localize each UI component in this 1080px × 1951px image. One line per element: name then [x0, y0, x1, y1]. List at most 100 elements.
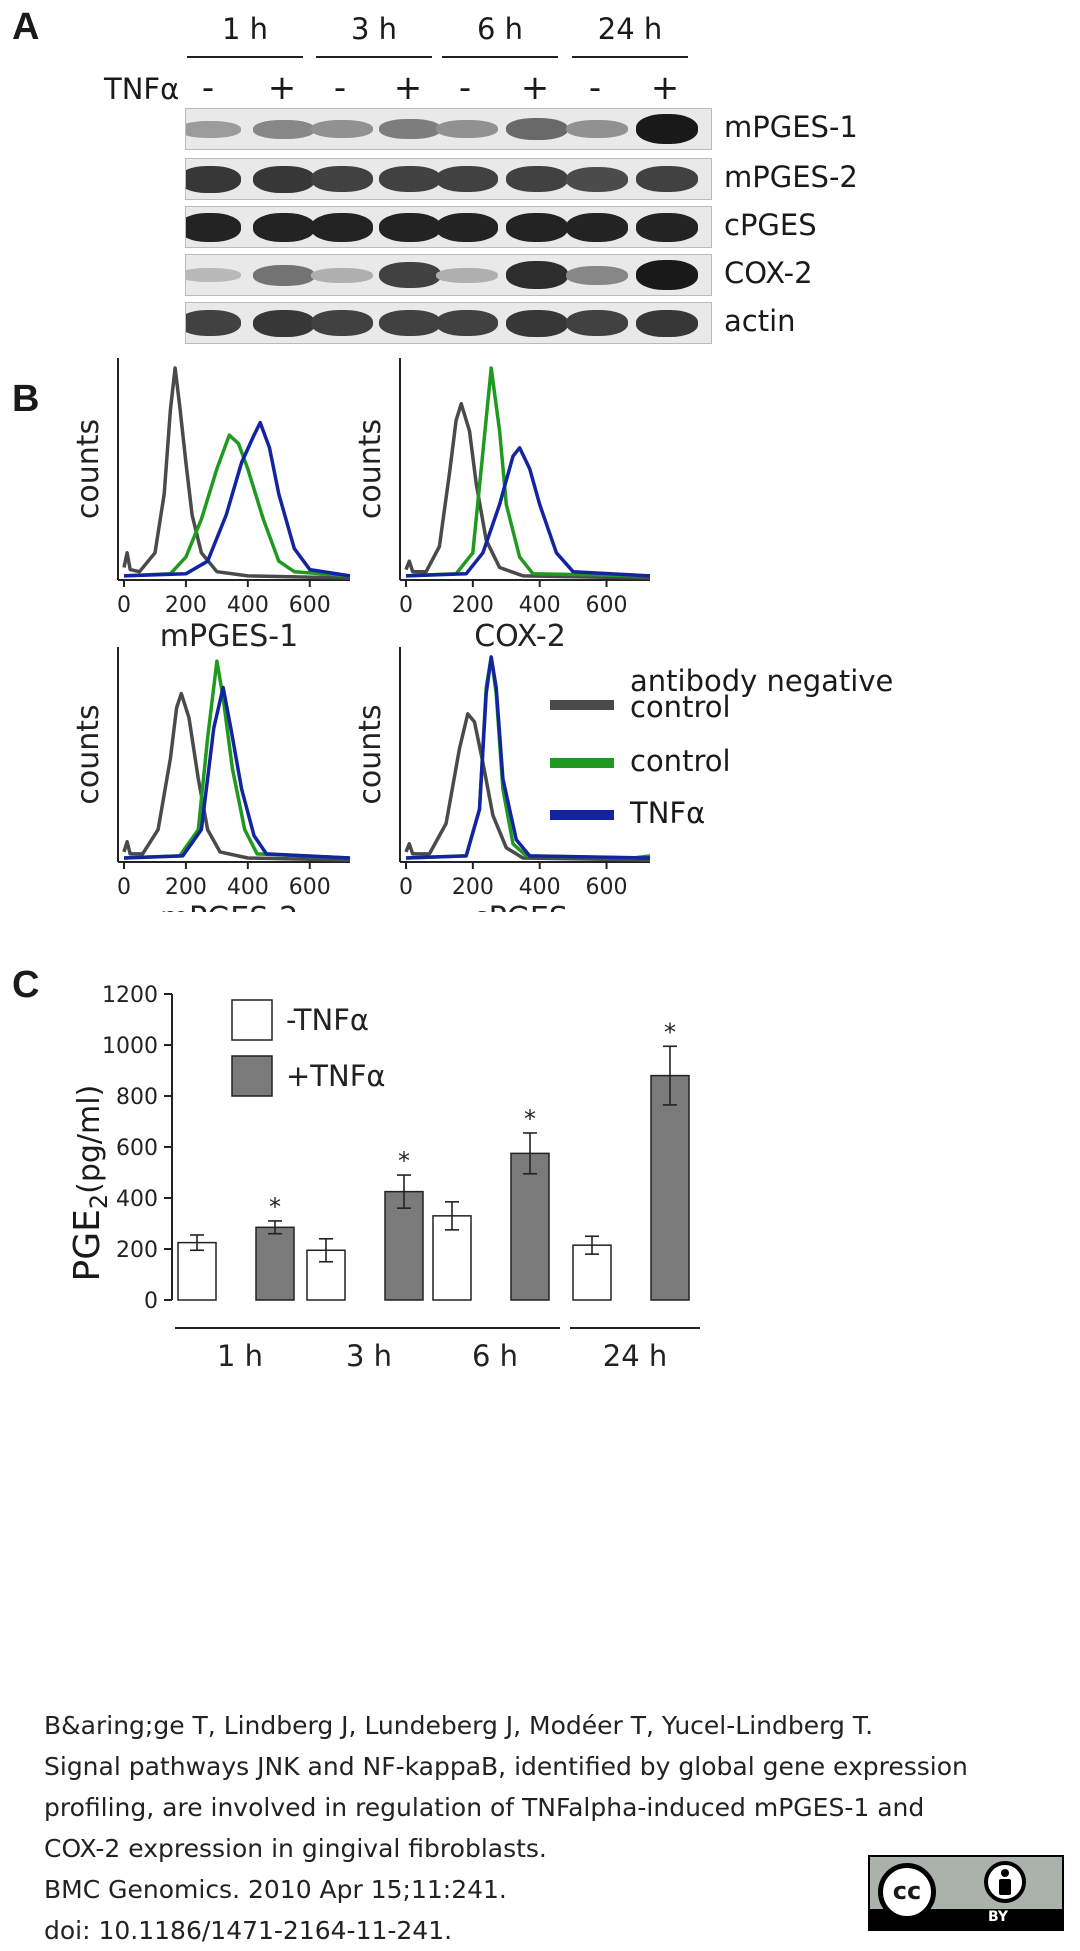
- histogram-series-line: [405, 366, 651, 578]
- blot-band: [566, 310, 628, 336]
- blot-band: [253, 309, 315, 337]
- bar-y-tick-label: 200: [116, 1238, 158, 1263]
- by-label: BY: [988, 1909, 1009, 1925]
- histogram-series-line: [123, 685, 351, 860]
- blot-strip: [185, 108, 712, 150]
- blot-strip: [185, 158, 712, 200]
- histogram-ylabel: counts: [353, 704, 388, 804]
- blot-band: [311, 212, 373, 242]
- blot-band: [436, 212, 498, 242]
- blot-band: [311, 310, 373, 336]
- citation-line-2: Signal pathways JNK and NF-kappaB, ident…: [44, 1752, 968, 1781]
- pge2-bar: [650, 1074, 690, 1301]
- treatment-sign: +: [650, 68, 680, 108]
- legend-swatch-control: [550, 758, 614, 768]
- blot-strip: [185, 206, 712, 248]
- pge2-axis-main: PGE: [66, 1209, 108, 1282]
- histogram-xlabel: mPGES-1: [160, 619, 298, 654]
- panel-a-letter: A: [12, 6, 40, 48]
- treatment-sign: +: [520, 68, 550, 108]
- blot-protein-label: mPGES-1: [724, 110, 858, 144]
- category-label: 1 h: [217, 1339, 263, 1373]
- bar-y-tick-label: 600: [116, 1136, 158, 1161]
- blot-protein-label: actin: [724, 304, 796, 338]
- x-tick-label: 400: [227, 593, 269, 618]
- treatment-sign: -: [588, 68, 602, 108]
- blot-band: [311, 166, 373, 192]
- blot-band: [636, 309, 698, 337]
- bar-y-tick-label: 400: [116, 1187, 158, 1212]
- treatment-sign: -: [333, 68, 347, 108]
- blot-protein-label: cPGES: [724, 208, 817, 242]
- category-label: 24 h: [603, 1339, 668, 1373]
- legend-label-neg: antibody negative control: [630, 664, 894, 724]
- bar-y-tick-label: 1200: [102, 983, 158, 1008]
- x-tick-label: 0: [399, 593, 413, 618]
- timepoint-label: 1 h: [221, 12, 269, 46]
- pge2-axis-unit: (pg/ml): [71, 1084, 107, 1194]
- histogram-ylabel: counts: [71, 419, 106, 519]
- histogram-series-line: [123, 659, 351, 860]
- pge2-bar: [510, 1152, 550, 1301]
- blot-strip: [185, 302, 712, 344]
- blot-band: [253, 119, 315, 139]
- timepoint-underline: [316, 56, 432, 58]
- blot-band: [186, 120, 241, 138]
- citation-line-6: doi: 10.1186/1471-2164-11-241.: [44, 1916, 453, 1945]
- treatment-label: TNFα: [104, 72, 180, 106]
- blot-band: [253, 212, 315, 242]
- bar-legend-swatch: [231, 999, 273, 1041]
- histogram-series-line: [404, 401, 651, 580]
- blot-band: [379, 262, 441, 288]
- histogram-xlabel: mPGES-2: [160, 901, 298, 912]
- citation-line-3: profiling, are involved in regulation of…: [44, 1793, 925, 1822]
- blot-band: [566, 212, 628, 242]
- significance-star: *: [269, 1193, 281, 1221]
- blot-band: [379, 119, 441, 139]
- blot-band: [253, 165, 315, 193]
- blot-band: [379, 310, 441, 336]
- blot-band: [186, 212, 241, 242]
- timepoint-label: 3 h: [350, 12, 398, 46]
- blot-band: [436, 310, 498, 336]
- cc-by-license-badge[interactable]: cc BY: [868, 1855, 1064, 1931]
- x-tick-label: 200: [452, 875, 494, 900]
- blot-band: [506, 166, 568, 192]
- citation: B&aring;ge T, Lindberg J, Lundeberg J, M…: [44, 1705, 1034, 1951]
- x-tick-label: 400: [227, 875, 269, 900]
- blot-band: [311, 267, 373, 283]
- timepoint-underline: [442, 56, 558, 58]
- treatment-sign: +: [267, 68, 297, 108]
- blot-band: [436, 120, 498, 138]
- blot-band: [566, 120, 628, 138]
- pge2-axis-sub: 2: [85, 1193, 114, 1210]
- bar-legend-swatch: [231, 1055, 273, 1097]
- treatment-sign: +: [393, 68, 423, 108]
- panel-c-letter: C: [12, 964, 40, 1006]
- blot-band: [566, 265, 628, 285]
- bar-y-tick-label: 800: [116, 1085, 158, 1110]
- blot-band: [636, 212, 698, 242]
- x-tick-label: 0: [117, 593, 131, 618]
- histogram-series-line: [123, 433, 351, 578]
- blot-band: [506, 309, 568, 337]
- citation-line-5: BMC Genomics. 2010 Apr 15;11:241.: [44, 1875, 507, 1904]
- significance-star: *: [398, 1147, 410, 1175]
- x-tick-label: 600: [289, 593, 331, 618]
- blot-band: [636, 166, 698, 192]
- blot-band: [186, 268, 241, 282]
- blot-band: [379, 166, 441, 192]
- histogram-series-line: [123, 420, 351, 578]
- histogram-panel: 0 200 400 600 cPGES counts: [353, 647, 651, 912]
- histogram-xlabel: COX-2: [474, 619, 566, 654]
- blot-protein-label: mPGES-2: [724, 160, 858, 194]
- blot-protein-label: COX-2: [724, 256, 813, 290]
- bar-legend-label: +TNFα: [286, 1059, 386, 1093]
- timepoint-underline: [572, 56, 688, 58]
- histogram-series-line: [122, 691, 351, 862]
- blot-band: [186, 310, 241, 336]
- blot-strip: [185, 254, 712, 296]
- x-tick-label: 600: [289, 875, 331, 900]
- significance-star: *: [524, 1105, 536, 1133]
